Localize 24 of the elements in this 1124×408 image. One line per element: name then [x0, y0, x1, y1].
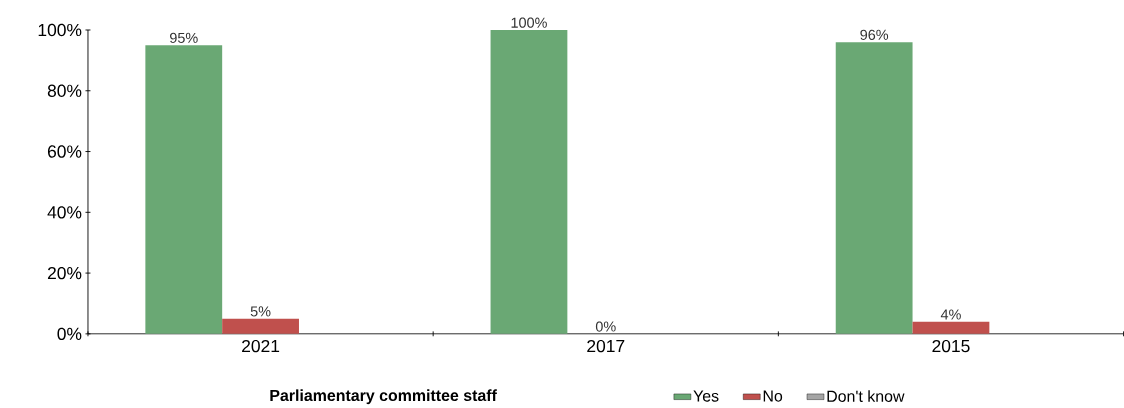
data-label: 4%	[940, 309, 961, 320]
x-tick-label: 2021	[242, 340, 280, 353]
data-label: 100%	[511, 17, 547, 29]
bar	[222, 318, 299, 335]
legend-label: Don't know	[827, 390, 905, 403]
y-tick-label: 40%	[47, 206, 82, 219]
y-tick-label: 0%	[57, 327, 82, 341]
legend-label: No	[763, 390, 783, 402]
data-label: 0%	[595, 321, 616, 332]
x-axis-title: Parliamentary committee staff	[270, 389, 497, 405]
data-label: 5%	[250, 306, 271, 317]
y-tick-label: 80%	[47, 84, 82, 98]
data-label: 96%	[860, 29, 889, 41]
x-tick-label: 2017	[587, 340, 625, 353]
bar	[490, 30, 568, 335]
data-label: 95%	[169, 32, 198, 44]
bar	[912, 321, 990, 335]
bar	[145, 45, 223, 335]
x-tick-label: 2015	[932, 340, 970, 353]
legend-label: Yes	[693, 390, 719, 402]
y-tick-label: 100%	[38, 24, 82, 37]
bar	[835, 42, 913, 335]
y-tick-label: 60%	[47, 145, 82, 158]
y-tick-label: 20%	[47, 267, 82, 280]
